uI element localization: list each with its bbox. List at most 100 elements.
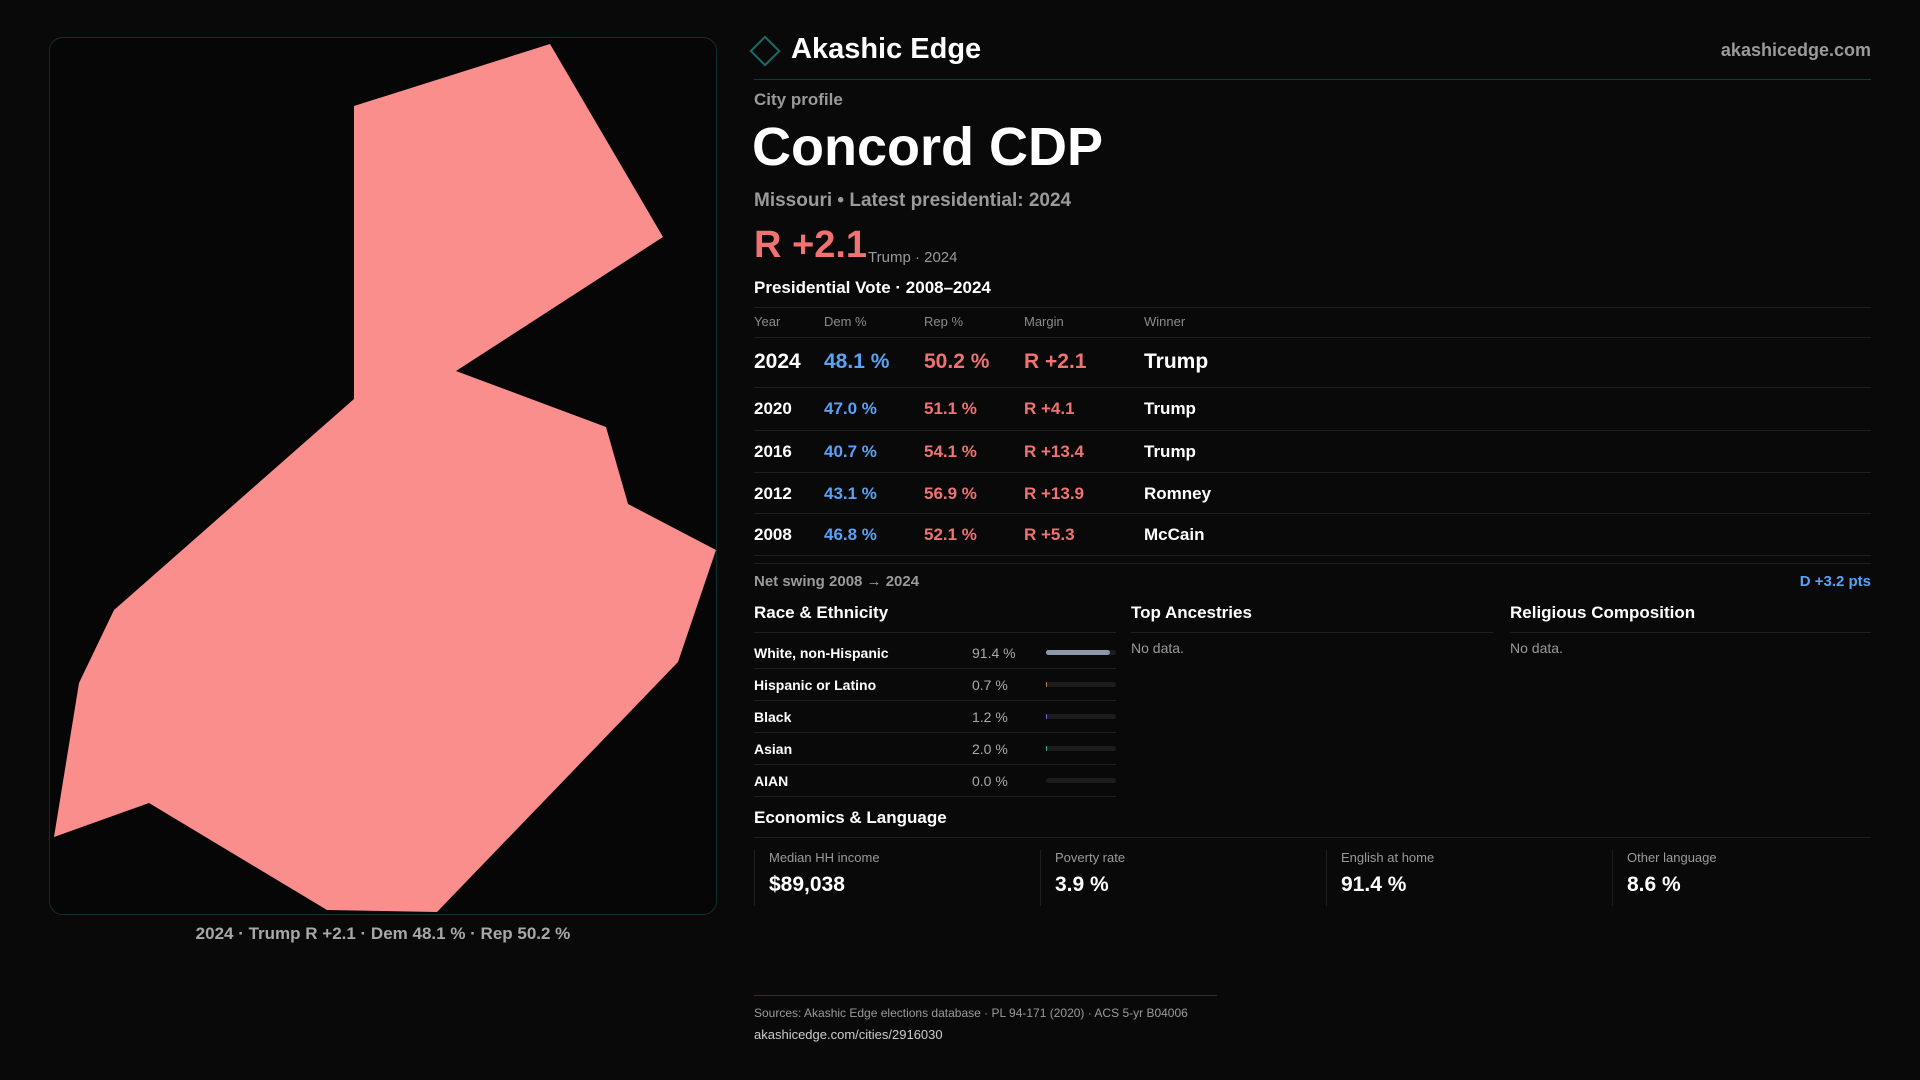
race-pct: 91.4 % (972, 645, 1016, 661)
sources: Sources: Akashic Edge elections database… (754, 1006, 1188, 1020)
race-row: Black 1.2 % (754, 701, 1116, 733)
cell-winner: Trump (1144, 399, 1196, 418)
race-title: Race & Ethnicity (754, 603, 889, 622)
vote-row: 2020 47.0 % 51.1 % R +4.1 Trump (754, 388, 1871, 431)
divider (754, 632, 1116, 633)
race-name: Asian (754, 741, 793, 757)
race-bar (1046, 778, 1116, 783)
brand-name: Akashic Edge (791, 33, 982, 65)
swing-label: Net swing 2008 → 2024 (754, 573, 920, 590)
city-boundary-shape (54, 44, 716, 912)
stat-value: 8.6 % (1627, 873, 1681, 896)
cell-year: 2012 (754, 484, 792, 503)
col-winner: Winner (1144, 314, 1186, 329)
cell-rep: 56.9 % (924, 484, 977, 503)
cell-margin: R +13.9 (1024, 484, 1085, 503)
race-bar-fill (1046, 650, 1110, 655)
econ-title: Economics & Language (754, 808, 947, 827)
cell-winner: McCain (1144, 525, 1205, 544)
stat-label: Median HH income (769, 850, 880, 865)
site-link[interactable]: akashicedge.com (1720, 40, 1871, 60)
stat-label: Poverty rate (1055, 850, 1126, 865)
race-bar (1046, 714, 1116, 719)
religion-title: Religious Composition (1510, 603, 1696, 622)
race-pct: 0.0 % (972, 773, 1008, 789)
col-dem: Dem % (824, 314, 867, 329)
race-pct: 2.0 % (972, 741, 1008, 757)
divider (754, 563, 1871, 564)
eyebrow: City profile (754, 90, 843, 109)
cell-year: 2008 (754, 525, 792, 544)
footer-divider (754, 995, 1217, 996)
religion-empty: No data. (1510, 640, 1563, 656)
stat-value: 3.9 % (1055, 873, 1109, 896)
race-name: Hispanic or Latino (754, 677, 877, 693)
ancestry-title: Top Ancestries (1131, 603, 1252, 622)
swing-value: D +3.2 pts (1799, 573, 1871, 590)
cell-year: 2016 (754, 442, 792, 461)
race-row: Asian 2.0 % (754, 733, 1116, 765)
vote-row: 2008 46.8 % 52.1 % R +5.3 McCain (754, 514, 1871, 556)
cell-margin: R +13.4 (1024, 442, 1085, 461)
cell-rep: 52.1 % (924, 525, 977, 544)
cell-winner: Trump (1144, 350, 1209, 373)
stat-value: 91.4 % (1341, 873, 1407, 896)
divider (1131, 632, 1493, 633)
stat-label: Other language (1627, 850, 1717, 865)
cell-rep: 54.1 % (924, 442, 977, 461)
econ-stat: Poverty rate 3.9 % (1040, 850, 1310, 906)
econ-stat: English at home 91.4 % (1326, 850, 1596, 906)
stat-label: English at home (1341, 850, 1435, 865)
cell-dem: 47.0 % (824, 399, 877, 418)
divider (754, 307, 1871, 308)
race-bar-fill (1046, 714, 1048, 719)
race-bar (1046, 650, 1116, 655)
page-title: Concord CDP (752, 117, 1103, 177)
page-url[interactable]: akashicedge.com/cities/2916030 (754, 1027, 943, 1042)
cell-winner: Romney (1144, 484, 1212, 503)
race-row: Hispanic or Latino 0.7 % (754, 669, 1116, 701)
cell-year: 2024 (754, 350, 801, 373)
col-margin: Margin (1024, 314, 1064, 329)
race-pct: 1.2 % (972, 709, 1008, 725)
cell-dem: 40.7 % (824, 442, 877, 461)
col-rep: Rep % (924, 314, 964, 329)
vote-row: 2024 48.1 % 50.2 % R +2.1 Trump (754, 340, 1871, 388)
vote-row: 2012 43.1 % 56.9 % R +13.9 Romney (754, 473, 1871, 514)
cell-year: 2020 (754, 399, 792, 418)
econ-stat: Other language 8.6 % (1612, 850, 1882, 906)
cell-dem: 43.1 % (824, 484, 877, 503)
logo-diamond-icon (749, 35, 781, 67)
map-caption: 2024 · Trump R +2.1 · Dem 48.1 % · Rep 5… (195, 924, 571, 943)
race-name: AIAN (754, 773, 789, 789)
race-pct: 0.7 % (972, 677, 1008, 693)
stat-value: $89,038 (769, 873, 845, 896)
cell-rep: 50.2 % (924, 350, 990, 373)
ancestry-empty: No data. (1131, 640, 1184, 656)
latest-margin: R +2.1 (754, 224, 868, 266)
race-name: White, non-Hispanic (754, 645, 889, 661)
vote-row: 2016 40.7 % 54.1 % R +13.4 Trump (754, 431, 1871, 473)
race-bar (1046, 746, 1116, 751)
cell-dem: 46.8 % (824, 525, 877, 544)
race-name: Black (754, 709, 792, 725)
cell-margin: R +2.1 (1024, 350, 1087, 373)
subtitle: Missouri • Latest presidential: 2024 (754, 190, 1072, 211)
cell-winner: Trump (1144, 442, 1196, 461)
col-year: Year (754, 314, 781, 329)
race-bar-fill (1046, 746, 1048, 751)
vote-table-header: Year Dem % Rep % Margin Winner (754, 314, 1871, 338)
econ-stat: Median HH income $89,038 (754, 850, 1024, 906)
margin-note: Trump · 2024 (868, 249, 958, 266)
cell-margin: R +5.3 (1024, 525, 1075, 544)
divider (1510, 632, 1871, 633)
race-row: AIAN 0.0 % (754, 765, 1116, 797)
race-bar (1046, 682, 1116, 687)
city-map (49, 37, 717, 915)
divider (754, 837, 1871, 838)
cell-rep: 51.1 % (924, 399, 977, 418)
race-row: White, non-Hispanic 91.4 % (754, 637, 1116, 669)
header-divider (754, 79, 1871, 80)
cell-dem: 48.1 % (824, 350, 890, 373)
cell-margin: R +4.1 (1024, 399, 1075, 418)
